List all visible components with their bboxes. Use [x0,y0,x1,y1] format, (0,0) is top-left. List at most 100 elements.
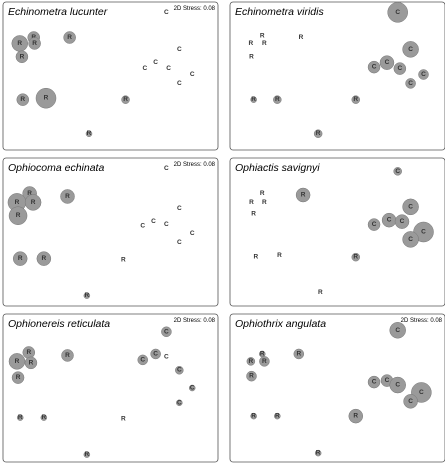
bubble [40,414,48,421]
stress-label: 2D Stress: 0.08 [174,6,216,12]
panel: Echinometra lucunter 2D Stress: 0.08R RRRR… [2,1,219,151]
bubble [61,349,74,362]
point-label: C [166,65,171,72]
bubble [387,2,408,23]
point-label: C [190,71,195,78]
point-label: R [299,34,304,41]
point-label: R [65,352,70,359]
point-label: R [262,199,267,206]
stress-label: 2D Stress: 0.08 [174,162,216,168]
point-label: R [84,292,89,299]
point-label: R [16,212,21,219]
point-label: R [296,350,301,357]
bubble [63,31,76,44]
point-label: R [316,450,321,457]
bubble [8,206,28,225]
bubble [402,231,419,248]
bubble [351,95,361,104]
panel-frame [2,1,219,151]
bubble [246,357,256,366]
point-label: C [140,223,145,230]
point-label: C [400,218,405,225]
bubble [367,60,381,74]
point-label: C [408,398,413,405]
point-label: C [408,203,413,210]
bubble [313,129,323,138]
bubble [293,348,305,360]
point-label: R [18,414,23,421]
bubble [36,251,52,266]
point-label: R [20,96,25,103]
point-label: C [164,9,169,16]
bubble [11,371,25,384]
bubble [295,187,311,203]
bubble [175,365,184,375]
point-label: C [385,377,390,384]
point-label: C [153,350,158,357]
bubble [403,394,418,409]
point-label: R [262,40,267,47]
point-label: R [121,416,126,423]
point-label: C [177,367,182,374]
point-label: C [164,165,169,172]
point-label: C [395,327,400,334]
point-label: R [301,192,306,199]
bubble [367,375,381,389]
point-label: R [27,190,32,197]
bubble [394,214,410,229]
point-label: C [372,379,377,386]
point-label: R [275,413,280,420]
panel-frame [2,313,219,463]
bubble [28,37,41,50]
bubble [24,194,42,211]
point-label: R [262,358,267,365]
panel-title: Echinometra lucunter [8,6,108,18]
point-label: R [260,33,265,40]
point-label: C [164,328,169,335]
panel-frame [229,1,445,151]
bubble [351,252,361,262]
bubble [402,41,419,58]
point-label: C [408,46,413,53]
point-label: C [164,221,169,228]
point-label: C [177,80,182,87]
bubble [16,414,24,421]
bubble [393,167,402,176]
stress-label: 2D Stress: 0.08 [401,318,443,324]
point-label: C [419,389,424,396]
point-label: C [408,236,413,243]
bubble [250,412,257,420]
point-label: C [408,80,413,87]
point-label: C [372,64,377,71]
bubble [389,322,406,339]
point-label: C [395,9,400,16]
panel-title: Echinometra viridis [235,6,324,18]
point-label: R [26,349,31,356]
point-label: R [84,451,89,458]
panel-title: Ophiactis savignyi [235,162,320,174]
bubble [83,451,91,458]
point-label: C [153,59,158,66]
point-label: R [18,255,23,262]
bubble [274,412,281,420]
point-label: R [318,289,323,296]
point-label: C [190,385,195,392]
panel-title: Ophiocoma echinata [8,162,104,174]
point-label: R [249,53,254,60]
point-label: C [395,168,400,175]
bubble [188,384,196,392]
point-label: R [260,350,265,357]
point-label: R [249,40,254,47]
point-label: C [164,353,169,360]
point-label: C [177,239,182,246]
point-label: R [17,40,22,47]
bubble [161,326,172,338]
point-label: R [32,40,37,47]
point-label: C [190,230,195,237]
panel-title: Ophionereis reticulata [8,318,110,330]
point-label: R [20,53,25,60]
point-label: R [275,96,280,103]
point-label: R [121,257,126,264]
